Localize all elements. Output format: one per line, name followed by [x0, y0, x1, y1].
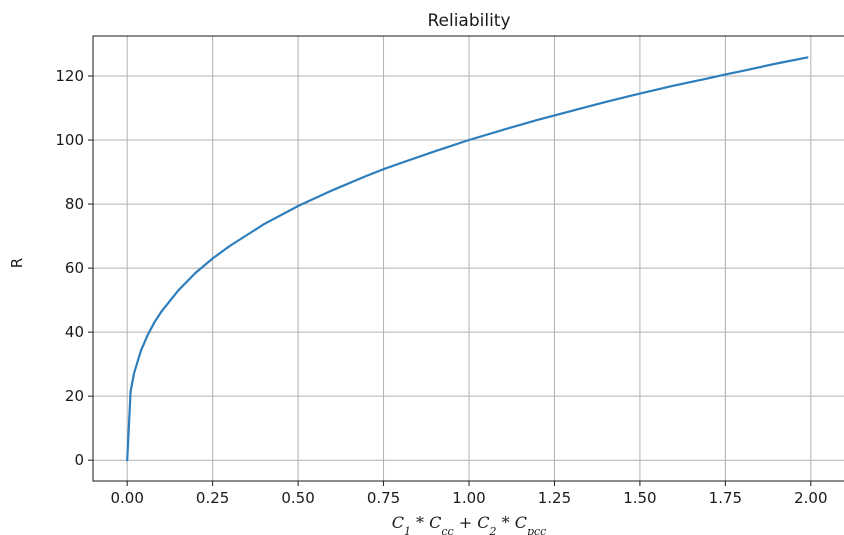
- x-tick-label: 0.75: [367, 489, 400, 507]
- grid: [93, 36, 844, 481]
- y-tick-label: 100: [55, 131, 84, 149]
- x-tick-label: 0.00: [110, 489, 143, 507]
- plot-area-frame: [92, 35, 844, 482]
- y-tick-label: 40: [65, 323, 84, 341]
- x-tick-label: 1.00: [452, 489, 485, 507]
- series-line: [126, 56, 809, 462]
- x-tick-label: 0.50: [281, 489, 314, 507]
- x-tick-label: 2.00: [794, 489, 827, 507]
- x-tick-label: 0.25: [196, 489, 229, 507]
- y-tick-label: 120: [55, 67, 84, 85]
- y-tick-label: 60: [65, 259, 84, 277]
- chart-title: Reliability: [427, 11, 510, 31]
- y-tick-label: 20: [65, 387, 84, 405]
- x-tick-label: 1.50: [623, 489, 656, 507]
- x-axis-label: C1 * Ccc + C2 * Cpcc: [392, 513, 547, 535]
- axis-ticks: 0.00 0.25 0.50 0.75 1.00 1.25 1.50 1.75 2.00 0 20 4…: [55, 67, 827, 507]
- y-tick-label: 0: [74, 451, 84, 469]
- x-tick-label: 1.25: [538, 489, 571, 507]
- y-tick-label: 80: [65, 195, 84, 213]
- series-layer: [126, 56, 809, 462]
- y-axis-label: R: [8, 258, 26, 268]
- x-tick-label: 1.75: [709, 489, 742, 507]
